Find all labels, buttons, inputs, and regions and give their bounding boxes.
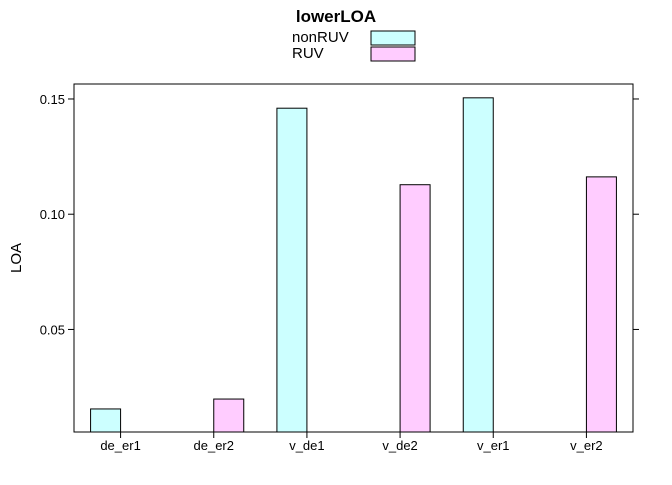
legend-label-nonruv: nonRUV (292, 29, 349, 46)
chart-title: lowerLOA (296, 7, 376, 26)
x-tick-label: v_de2 (382, 438, 417, 453)
y-tick-label: 0.10 (40, 207, 65, 222)
bar-ruv-v_er2 (585, 176, 617, 433)
bar-nonruv-v_er1 (462, 97, 494, 433)
y-tick-label: 0.05 (40, 322, 65, 337)
bar-nonruv-v_de1 (276, 107, 308, 433)
x-tick-label: v_de1 (289, 438, 324, 453)
x-tick-label: de_er1 (100, 438, 140, 453)
bar-nonruv-de_er1 (90, 408, 122, 433)
legend-label-ruv: RUV (292, 45, 324, 62)
y-tick-label: 0.15 (40, 92, 65, 107)
x-tick-label: v_er2 (570, 438, 603, 453)
x-tick-label: v_er1 (477, 438, 510, 453)
legend-swatch-nonruv (370, 30, 416, 46)
y-axis-label: LOA (8, 243, 25, 273)
x-tick-label: de_er2 (194, 438, 234, 453)
axes: 0.05 0.10 0.15 de_er1 de_er2 v_de1 v_de2 v_er1 v… (40, 92, 639, 453)
bar-ruv-v_de2 (399, 184, 431, 433)
bars (90, 97, 617, 433)
bar-ruv-de_er2 (213, 398, 245, 433)
plot-frame (73, 83, 634, 433)
legend-swatch-ruv (370, 46, 416, 62)
